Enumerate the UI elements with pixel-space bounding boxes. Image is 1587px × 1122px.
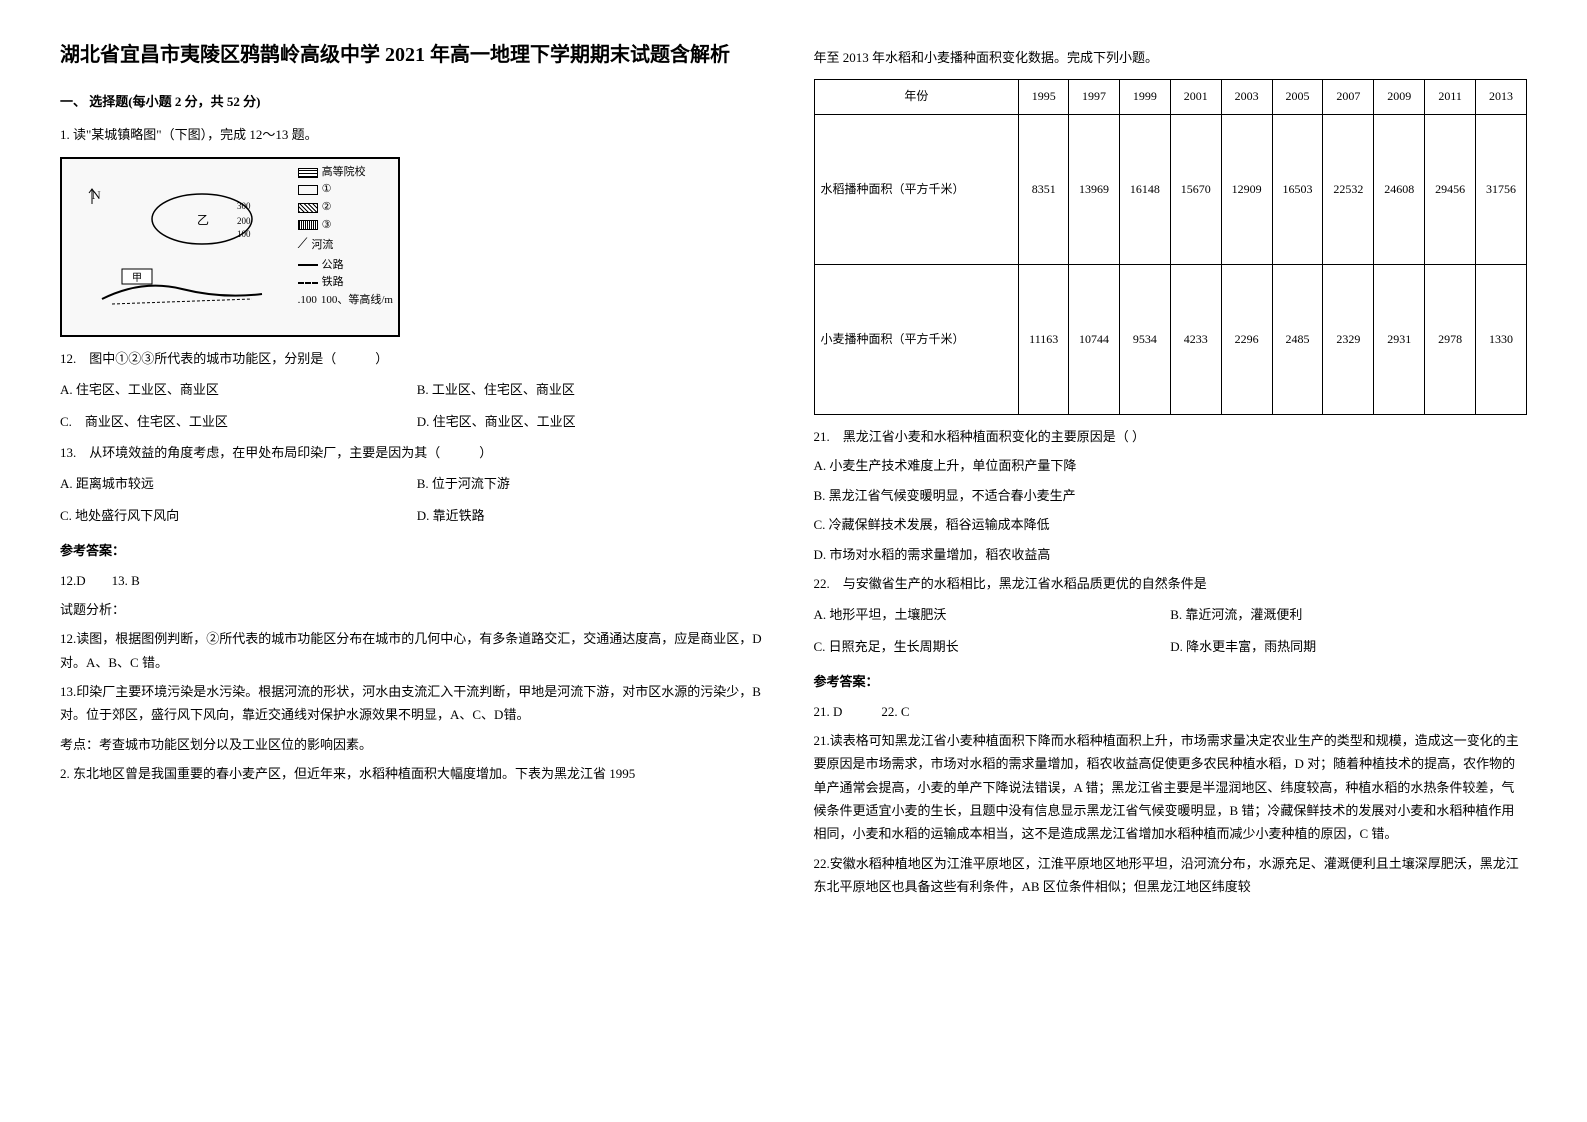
legend-river: 河流 — [311, 237, 333, 255]
q22-opt-c: C. 日照充足，生长周期长 — [814, 635, 1171, 658]
data-cell: 10744 — [1069, 264, 1120, 414]
data-cell: 11163 — [1019, 264, 1069, 414]
data-cell: 1330 — [1476, 264, 1527, 414]
data-cell: 29456 — [1425, 114, 1476, 264]
analysis-label-1: 试题分析： — [60, 598, 774, 621]
data-cell: 8351 — [1019, 114, 1069, 264]
data-cell: 2329 — [1323, 264, 1374, 414]
map-figure: N 乙 300 200 100 甲 高等院校 ① ② ③ ⟋河流 公路 铁路 .… — [60, 157, 400, 337]
data-cell: 2296 — [1221, 264, 1272, 414]
wheat-row: 小麦播种面积（平方千米） 11163 10744 9534 4233 2296 … — [814, 264, 1527, 414]
q12-opt-b: B. 工业区、住宅区、商业区 — [417, 378, 774, 401]
ans-12-13: 12.D 13. B — [60, 569, 774, 592]
q21-opt-b: B. 黑龙江省气候变暖明显，不适合春小麦生产 — [814, 484, 1528, 507]
q12-stem: 12. 图中①②③所代表的城市功能区，分别是（ ） — [60, 347, 774, 370]
data-cell: 4233 — [1170, 264, 1221, 414]
data-cell: 24608 — [1374, 114, 1425, 264]
q21-opt-c: C. 冷藏保鲜技术发展，稻谷运输成本降低 — [814, 513, 1528, 536]
year-cell: 2011 — [1425, 80, 1476, 115]
table-header-row: 年份 1995 1997 1999 2001 2003 2005 2007 20… — [814, 80, 1527, 115]
data-cell: 16148 — [1119, 114, 1170, 264]
analysis-21: 21.读表格可知黑龙江省小麦种植面积下降而水稻种植面积上升，市场需求量决定农业生… — [814, 729, 1528, 846]
legend-rail: 铁路 — [322, 274, 344, 292]
q2-intro-cont: 年至 2013 年水稻和小麦播种面积变化数据。完成下列小题。 — [814, 46, 1528, 69]
analysis-13: 13.印染厂主要环境污染是水污染。根据河流的形状，河水由支流汇入干流判断，甲地是… — [60, 680, 774, 727]
data-cell: 13969 — [1069, 114, 1120, 264]
legend-road: 公路 — [322, 257, 344, 275]
section-1-title: 一、 选择题(每小题 2 分，共 52 分) — [60, 90, 774, 113]
q13-opt-d: D. 靠近铁路 — [417, 504, 774, 527]
answer-label-1: 参考答案： — [60, 539, 774, 562]
q13-opt-b: B. 位于河流下游 — [417, 472, 774, 495]
year-cell: 1995 — [1019, 80, 1069, 115]
analysis-12: 12.读图，根据图例判断，②所代表的城市功能区分布在城市的几何中心，有多条道路交… — [60, 627, 774, 674]
q22-opt-a: A. 地形平坦，土壤肥沃 — [814, 603, 1171, 626]
data-cell: 12909 — [1221, 114, 1272, 264]
legend-school: 高等院校 — [322, 164, 366, 182]
q13-stem: 13. 从环境效益的角度考虑，在甲处布局印染厂，主要是因为其（ ） — [60, 441, 774, 464]
ans-21-22: 21. D 22. C — [814, 700, 1528, 723]
rice-row: 水稻播种面积（平方千米） 8351 13969 16148 15670 1290… — [814, 114, 1527, 264]
q12-opt-a: A. 住宅区、工业区、商业区 — [60, 378, 417, 401]
data-table: 年份 1995 1997 1999 2001 2003 2005 2007 20… — [814, 79, 1528, 415]
q12-opt-d: D. 住宅区、商业区、工业区 — [417, 410, 774, 433]
year-cell: 2013 — [1476, 80, 1527, 115]
q12-opt-c: C. 商业区、住宅区、工业区 — [60, 410, 417, 433]
left-column: 湖北省宜昌市夷陵区鸦鹊岭高级中学 2021 年高一地理下学期期末试题含解析 一、… — [60, 40, 774, 905]
year-cell: 2005 — [1272, 80, 1323, 115]
year-cell: 2001 — [1170, 80, 1221, 115]
legend-one: ① — [322, 181, 332, 199]
wheat-label: 小麦播种面积（平方千米） — [814, 264, 1019, 414]
data-cell: 2978 — [1425, 264, 1476, 414]
legend-two: ② — [322, 199, 332, 217]
q2-intro: 2. 东北地区曾是我国重要的春小麦产区，但近年来，水稻种植面积大幅度增加。下表为… — [60, 762, 774, 785]
q1-intro: 1. 读"某城镇略图"（下图），完成 12～13 题。 — [60, 123, 774, 146]
year-cell: 2003 — [1221, 80, 1272, 115]
right-column: 年至 2013 年水稻和小麦播种面积变化数据。完成下列小题。 年份 1995 1… — [814, 40, 1528, 905]
data-cell: 15670 — [1170, 114, 1221, 264]
q22-opt-b: B. 靠近河流，灌溉便利 — [1170, 603, 1527, 626]
q22-opt-d: D. 降水更丰富，雨热同期 — [1170, 635, 1527, 658]
year-cell: 1999 — [1119, 80, 1170, 115]
data-cell: 22532 — [1323, 114, 1374, 264]
q13-opt-a: A. 距离城市较远 — [60, 472, 417, 495]
rice-label: 水稻播种面积（平方千米） — [814, 114, 1019, 264]
header-year: 年份 — [814, 80, 1019, 115]
year-cell: 2007 — [1323, 80, 1374, 115]
svg-text:100: 100 — [237, 229, 251, 239]
data-cell: 9534 — [1119, 264, 1170, 414]
data-cell: 2931 — [1374, 264, 1425, 414]
data-cell: 2485 — [1272, 264, 1323, 414]
legend-contour: 100、等高线/m — [321, 292, 393, 310]
svg-text:乙: 乙 — [197, 213, 209, 227]
svg-text:300: 300 — [237, 201, 251, 211]
data-cell: 31756 — [1476, 114, 1527, 264]
kaodian: 考点：考查城市功能区划分以及工业区位的影响因素。 — [60, 733, 774, 756]
q21-opt-a: A. 小麦生产技术难度上升，单位面积产量下降 — [814, 454, 1528, 477]
q21-opt-d: D. 市场对水稻的需求量增加，稻农收益高 — [814, 543, 1528, 566]
answer-label-2: 参考答案： — [814, 670, 1528, 693]
svg-text:200: 200 — [237, 216, 251, 226]
year-cell: 2009 — [1374, 80, 1425, 115]
q21-stem: 21. 黑龙江省小麦和水稻种植面积变化的主要原因是（ ） — [814, 425, 1528, 448]
svg-text:甲: 甲 — [132, 273, 142, 284]
data-cell: 16503 — [1272, 114, 1323, 264]
analysis-22: 22.安徽水稻种植地区为江淮平原地区，江淮平原地区地形平坦，沿河流分布，水源充足… — [814, 852, 1528, 899]
q22-stem: 22. 与安徽省生产的水稻相比，黑龙江省水稻品质更优的自然条件是 — [814, 572, 1528, 595]
legend-three: ③ — [322, 217, 332, 235]
year-cell: 1997 — [1069, 80, 1120, 115]
map-legend: 高等院校 ① ② ③ ⟋河流 公路 铁路 .100100、等高线/m — [298, 164, 393, 310]
map-sketch: N 乙 300 200 100 甲 — [82, 179, 282, 319]
q13-opt-c: C. 地处盛行风下风向 — [60, 504, 417, 527]
document-title: 湖北省宜昌市夷陵区鸦鹊岭高级中学 2021 年高一地理下学期期末试题含解析 — [60, 40, 774, 70]
